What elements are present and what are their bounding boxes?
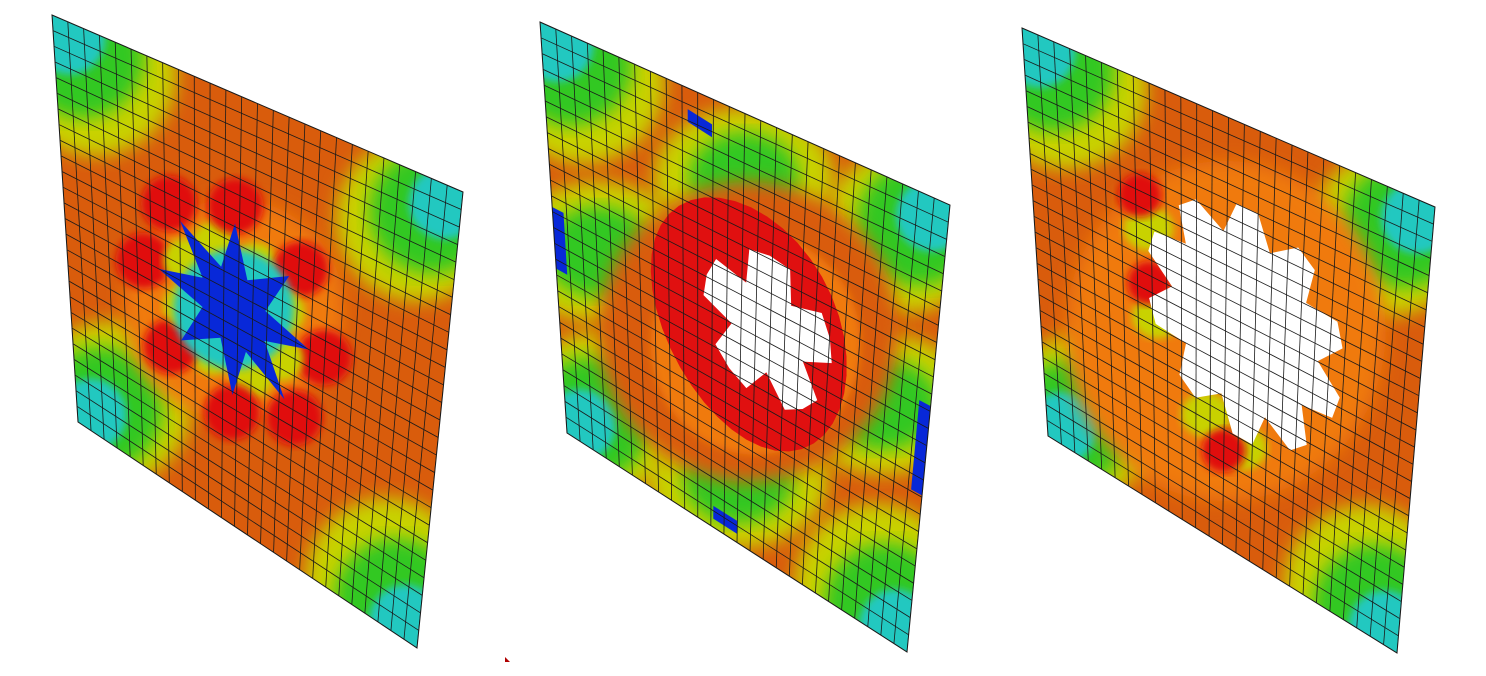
mesh-line <box>801 148 825 585</box>
mesh-line <box>1037 278 1412 482</box>
mesh-line <box>1262 138 1277 570</box>
mesh-line <box>70 312 430 526</box>
mesh-line <box>564 401 911 618</box>
mesh-line <box>68 280 434 491</box>
mesh-line <box>1369 193 1404 637</box>
mesh-line <box>65 233 439 438</box>
mesh-line <box>390 178 432 631</box>
contour-region <box>204 384 261 441</box>
mesh-line <box>893 197 935 644</box>
plate-outline <box>51 14 464 649</box>
mesh-line <box>1035 247 1415 448</box>
mesh-line <box>559 322 919 532</box>
mesh-line <box>867 183 904 627</box>
mesh-line <box>565 416 909 636</box>
mesh-line <box>775 134 793 568</box>
plate-panel-3 <box>1021 27 1436 654</box>
mesh-line <box>403 185 448 640</box>
mesh-line <box>1036 263 1414 465</box>
mesh-line <box>1045 404 1401 620</box>
mesh-line <box>72 343 427 561</box>
perforation-hole <box>703 249 832 410</box>
mesh-line <box>73 359 425 579</box>
mesh-line <box>338 151 369 596</box>
mesh-line <box>563 385 913 601</box>
mesh-line <box>1329 172 1356 612</box>
plate-outline <box>1021 27 1436 654</box>
mesh-line <box>1235 124 1245 553</box>
mesh-line <box>556 274 924 481</box>
mesh-line <box>260 110 274 544</box>
plate-outline <box>539 21 951 653</box>
mesh-line <box>841 169 872 610</box>
contour-region <box>1117 173 1162 218</box>
mesh-line <box>749 120 762 551</box>
mesh-line <box>561 353 916 567</box>
mesh-line <box>555 258 926 464</box>
mesh-line <box>815 155 841 594</box>
mesh-line <box>1044 388 1402 602</box>
plate-panel-1 <box>51 14 464 649</box>
contour-region <box>687 109 713 138</box>
mesh-line <box>67 265 435 473</box>
mesh-line <box>71 327 428 544</box>
mesh-line <box>854 176 888 619</box>
contour-region <box>911 400 931 496</box>
mesh-line <box>1356 186 1388 628</box>
mesh-line <box>64 218 441 421</box>
mesh-line <box>553 227 929 429</box>
mesh-line <box>1248 131 1261 562</box>
plate-panel-2 <box>539 21 951 653</box>
contour-region <box>713 505 738 534</box>
mesh-line <box>273 117 290 553</box>
mesh-line <box>788 141 809 577</box>
mesh-line <box>66 249 437 456</box>
contour-region <box>540 22 594 82</box>
mesh-line <box>1342 179 1372 620</box>
mesh-line <box>1043 372 1404 585</box>
mesh-line <box>1316 165 1341 603</box>
mesh-line <box>1039 310 1409 517</box>
mesh-line <box>1038 294 1411 499</box>
mesh-line <box>554 242 928 447</box>
mesh-line <box>1042 357 1405 568</box>
mesh-line <box>364 164 401 614</box>
mesh-line <box>1034 231 1417 431</box>
mesh-line <box>1289 151 1309 587</box>
mesh-line <box>325 144 353 588</box>
mesh-line <box>1302 158 1325 595</box>
mesh-line <box>76 406 419 631</box>
contour-region <box>1180 392 1231 437</box>
mesh-line <box>762 127 777 560</box>
contour-region <box>895 179 950 252</box>
mesh-line <box>286 123 306 562</box>
mesh-line <box>74 374 423 596</box>
mesh-line <box>299 130 322 570</box>
mesh-line <box>1041 341 1406 551</box>
stray-mark <box>505 657 510 662</box>
contour-region <box>1381 181 1435 254</box>
contour-region <box>266 389 323 446</box>
mesh-line <box>828 162 856 602</box>
mesh-line <box>558 306 921 515</box>
mesh-line <box>557 290 923 498</box>
mesh-line <box>880 190 919 636</box>
mesh-line <box>1383 200 1420 645</box>
mesh-line <box>1040 325 1408 534</box>
mesh-line <box>69 296 432 509</box>
mesh-line <box>75 390 421 614</box>
mesh-line <box>312 137 337 579</box>
mesh-line <box>1275 145 1293 578</box>
contour-region <box>1348 590 1421 653</box>
mesh-line <box>351 157 385 605</box>
mesh-line <box>560 337 918 550</box>
contour-region <box>408 167 463 240</box>
contour-region <box>52 15 106 75</box>
mesh-line <box>377 171 416 622</box>
mesh-line <box>562 369 914 584</box>
contour-region <box>1022 28 1076 88</box>
mesh-line <box>1046 419 1399 637</box>
blue-core-region <box>158 220 309 400</box>
